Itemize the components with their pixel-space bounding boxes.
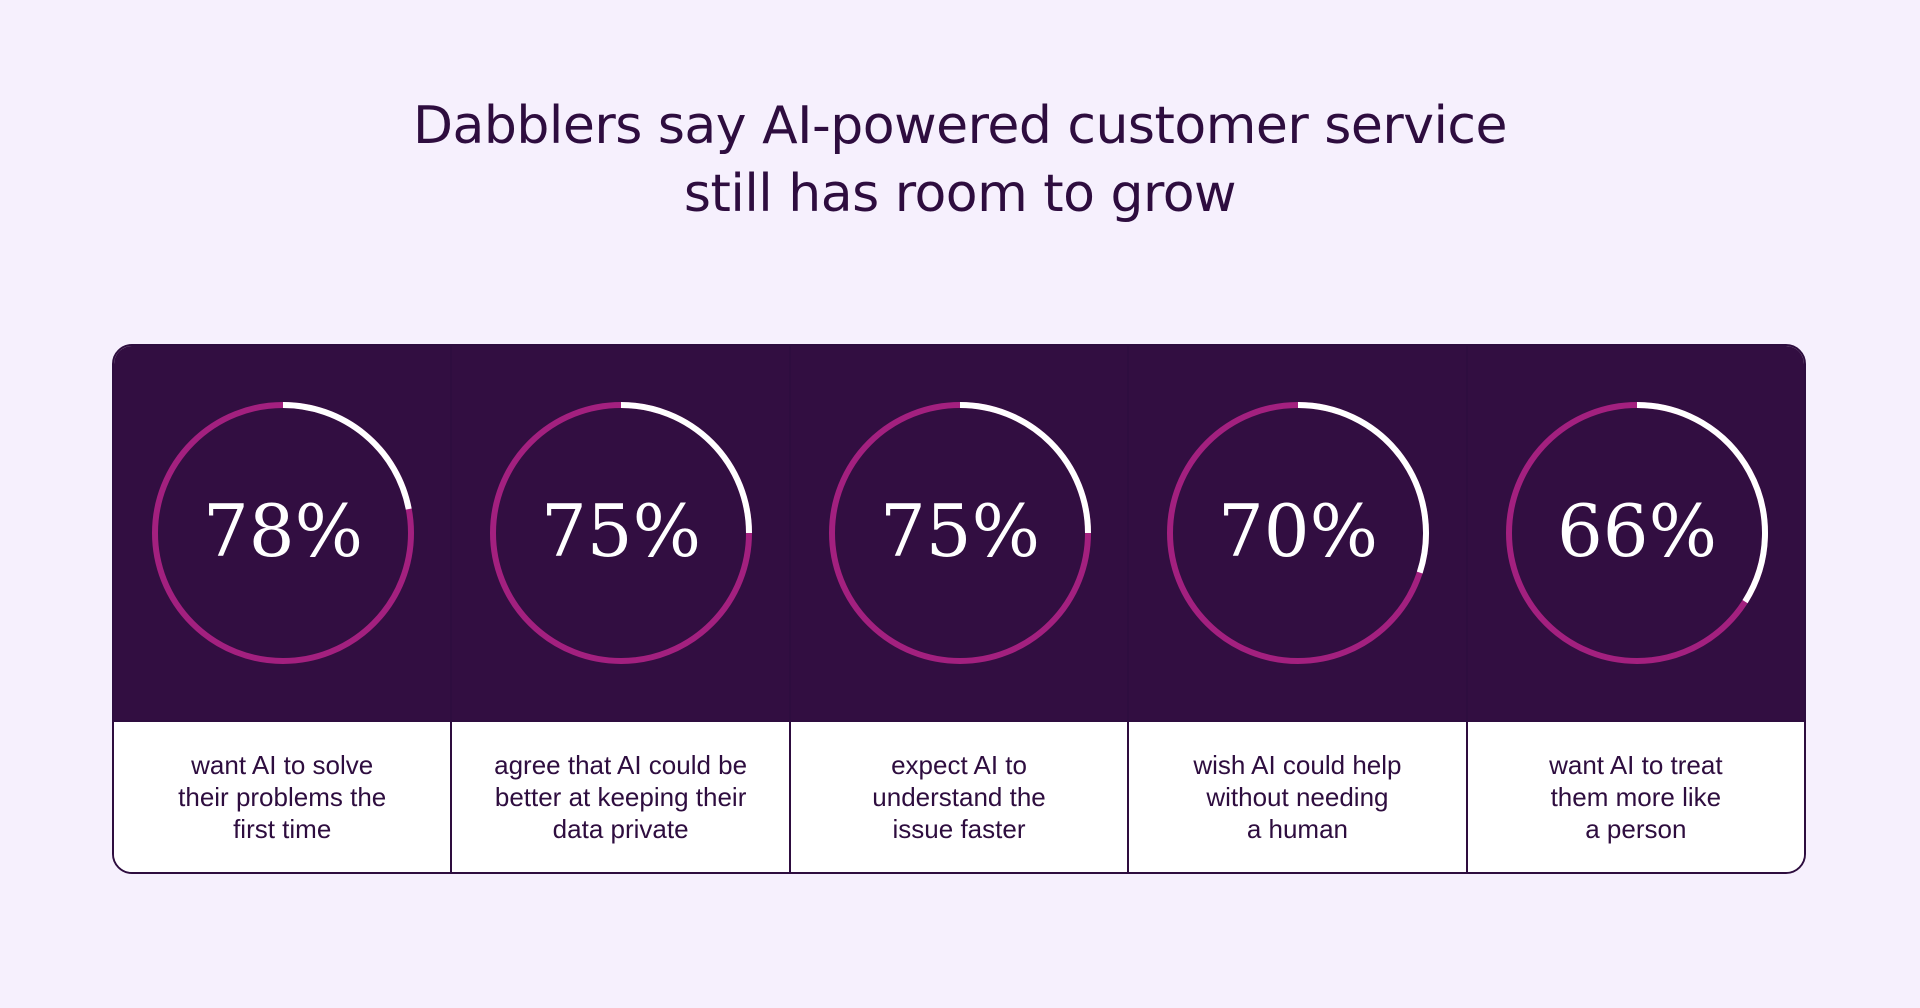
caption-line: a human	[1246, 814, 1348, 844]
stat-caption-box: expect AI to understand the issue faster	[790, 720, 1128, 872]
stat-caption: want AI to solve their problems the first …	[178, 749, 386, 845]
chart-title: Dabblers say AI-powered customer service…	[0, 92, 1920, 228]
caption-line: agree that AI could be	[494, 750, 748, 780]
donut-chart: 78%	[152, 402, 414, 664]
caption-line: data private	[552, 814, 689, 844]
donut-arc	[621, 402, 753, 534]
chart-title-line-2: still has room to grow	[683, 164, 1237, 224]
chart-title-line-1: Dabblers say AI-powered customer service	[412, 96, 1508, 156]
caption-line: without needing	[1206, 782, 1389, 812]
stat-panel: 78%	[114, 346, 451, 720]
stat-caption: want AI to treat them more like a person	[1549, 749, 1722, 845]
stats-card: 78% want AI to solve their problems the fir…	[112, 344, 1806, 874]
caption-line: understand the	[872, 782, 1046, 812]
stat-caption-box: want AI to solve their problems the first …	[114, 720, 451, 872]
percentage-label: 70%	[1218, 489, 1378, 573]
stat-column: 78% want AI to solve their problems the fir…	[114, 346, 451, 872]
stat-column: 75% expect AI to understand the issue faste…	[788, 346, 1128, 872]
stat-column: 66% want AI to treat them more like a perso…	[1465, 346, 1804, 872]
stat-caption: agree that AI could be better at keeping …	[494, 749, 747, 845]
stat-column: 75% agree that AI could be better at keepi…	[450, 346, 789, 872]
stat-caption-box: wish AI could help without needing a human	[1129, 720, 1466, 872]
stat-caption: expect AI to understand the issue faster	[872, 749, 1045, 845]
donut-arc	[282, 402, 412, 510]
stat-caption: wish AI could help without needing a human	[1193, 749, 1401, 845]
donut-chart: 75%	[490, 402, 753, 664]
percentage-label: 75%	[541, 489, 701, 573]
stat-panel: 75%	[790, 346, 1128, 720]
caption-line: want AI to solve	[191, 750, 374, 780]
caption-line: their problems the	[178, 782, 387, 812]
stat-panel: 66%	[1467, 346, 1804, 720]
donut-arc	[959, 402, 1091, 534]
caption-line: first time	[233, 814, 332, 844]
caption-line: expect AI to	[891, 750, 1027, 780]
stat-column: 70% wish AI could help without needing a hu…	[1127, 346, 1466, 872]
caption-line: better at keeping their	[494, 782, 747, 812]
stat-panel: 75%	[452, 346, 789, 720]
stat-caption-box: agree that AI could be better at keeping …	[452, 720, 789, 872]
donut-chart: 66%	[1505, 402, 1768, 664]
percentage-label: 75%	[880, 489, 1040, 573]
caption-line: wish AI could help	[1193, 750, 1402, 780]
stat-caption-box: want AI to treat them more like a person	[1467, 720, 1804, 872]
donut-arc	[1636, 402, 1768, 604]
caption-line: want AI to treat	[1549, 750, 1723, 780]
caption-line: a person	[1585, 814, 1687, 844]
stat-panel: 70%	[1129, 346, 1466, 720]
caption-line: issue faster	[892, 814, 1026, 844]
donut-chart: 75%	[828, 402, 1091, 664]
caption-line: them more like	[1550, 782, 1722, 812]
donut-arc	[1298, 402, 1430, 574]
percentage-label: 66%	[1557, 489, 1717, 573]
percentage-label: 78%	[203, 489, 363, 573]
donut-chart: 70%	[1167, 402, 1430, 664]
